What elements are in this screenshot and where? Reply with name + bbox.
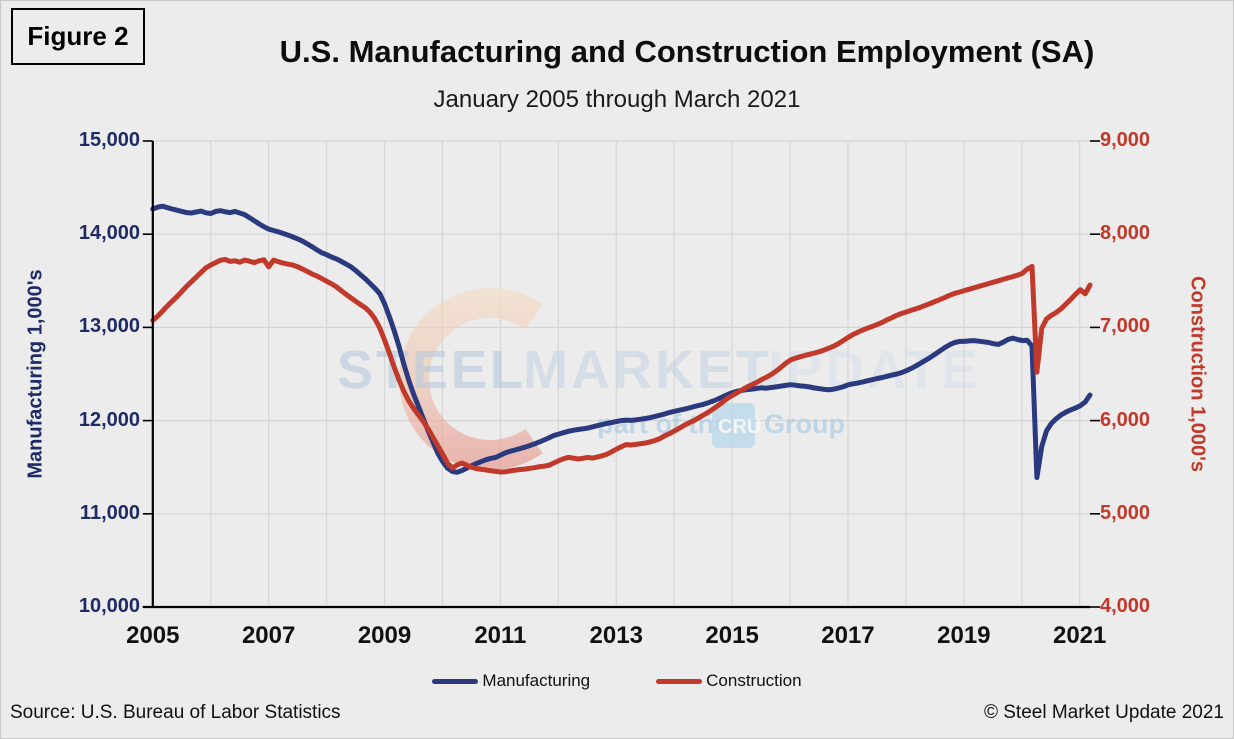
x-axis-tick-label: 2017 <box>821 622 875 649</box>
left-axis-tick-label: 11,000 <box>79 501 140 524</box>
legend: Manufacturing Construction <box>0 671 1234 691</box>
left-axis-tick-label: 13,000 <box>78 315 140 338</box>
left-axis-tick-label: 10,000 <box>78 595 140 617</box>
manufacturing-line-swatch <box>432 678 479 684</box>
manufacturing-line <box>150 203 1093 480</box>
right-axis-title: Construction 1,000's <box>1186 276 1209 472</box>
x-axis-tick-label: 2005 <box>126 622 180 649</box>
source-text: Source: U.S. Bureau of Labor Statistics <box>10 702 341 723</box>
construction-line-swatch <box>656 678 703 684</box>
watermark-word-market: MARKET <box>523 340 772 400</box>
figure-label: Figure 2 <box>27 21 129 51</box>
right-axis-tick-label: 6,000 <box>1100 408 1151 431</box>
cru-badge-label: CRU <box>718 416 761 438</box>
chart-title: U.S. Manufacturing and Construction Empl… <box>279 34 1095 69</box>
x-axis-tick-label: 2013 <box>589 622 643 649</box>
right-axis-tick-label: 5,000 <box>1100 501 1151 524</box>
right-axis-tick-label: 8,000 <box>1100 222 1151 245</box>
copyright-text: © Steel Market Update 2021 <box>983 702 1224 723</box>
x-axis-tick-label: 2021 <box>1052 622 1107 649</box>
x-axis-tick-label: 2009 <box>357 622 412 649</box>
figure-label-box: Figure 2 <box>11 8 145 65</box>
right-axis-tick-label: 4,000 <box>1100 595 1151 617</box>
watermark-tagline-suffix: Group <box>764 409 845 439</box>
right-axis-tick-label: 7,000 <box>1100 315 1151 338</box>
watermark-word-steel: STEEL <box>337 340 526 400</box>
x-axis-tick-label: 2007 <box>241 622 296 649</box>
x-axis-tick-label: 2011 <box>474 622 527 649</box>
legend-label-manufacturing: Manufacturing <box>482 671 591 690</box>
left-axis-tick-label: 15,000 <box>78 129 140 151</box>
right-axis-tick-label: 9,000 <box>1100 129 1151 151</box>
axes <box>142 140 1100 609</box>
legend-label-construction: Construction <box>706 671 802 690</box>
left-axis-tick-label: 14,000 <box>78 222 140 245</box>
cru-badge <box>712 403 755 448</box>
chart-subtitle: January 2005 through March 2021 <box>433 86 801 113</box>
left-axis-tick-label: 12,000 <box>78 408 140 431</box>
watermark: STEEL MARKET UPDATE part of the CRU Grou… <box>337 288 977 470</box>
left-axis-title: Manufacturing 1,000's <box>24 269 47 479</box>
legend-item-construction: Construction <box>656 671 802 691</box>
x-axis-tick-label: 2015 <box>705 622 759 649</box>
x-axis-tick-label: 2019 <box>937 622 991 649</box>
data-lines <box>150 203 1093 480</box>
construction-line <box>150 256 1093 475</box>
legend-item-manufacturing: Manufacturing <box>432 671 590 691</box>
watermark-crescent-icon <box>399 288 543 470</box>
footer: Source: U.S. Bureau of Labor Statistics … <box>10 702 1224 724</box>
